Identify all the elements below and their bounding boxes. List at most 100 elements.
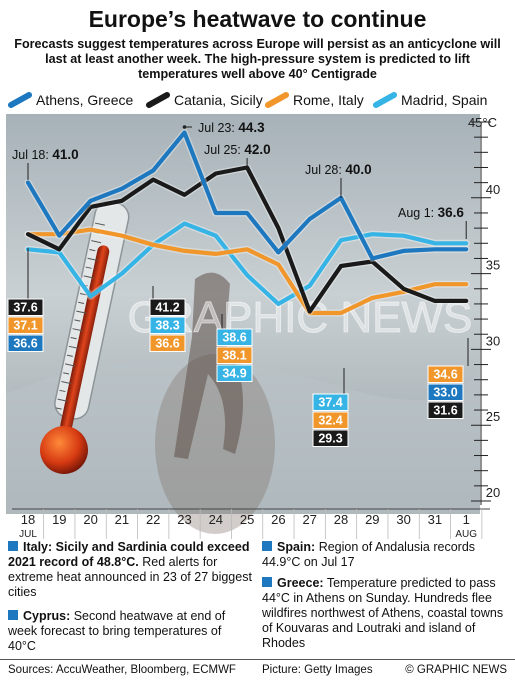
x-tick-label: 31	[428, 512, 442, 527]
thermometer-tick	[55, 407, 62, 410]
thermometer-tick	[57, 398, 68, 402]
thermometer-tick	[66, 354, 73, 357]
series-line	[25, 221, 469, 306]
series-line	[25, 227, 469, 316]
value-box-label: 31.6	[433, 404, 457, 418]
x-tick-label: 28	[334, 512, 348, 527]
footer-copyright: © GRAPHIC NEWS	[405, 664, 507, 676]
y-tick-label: 20	[486, 485, 500, 500]
note-italy-head: Italy: Sicily and Sardinia could exceed …	[8, 540, 250, 569]
note-cyprus: Cyprus: Second heatwave at end of week f…	[8, 609, 248, 654]
legend-item-rome: Rome, Italy	[265, 92, 364, 108]
thermometer-tick	[89, 248, 96, 252]
callout-label: Jul 25: 42.0	[204, 142, 271, 157]
value-box-label: 34.6	[433, 368, 457, 382]
y-tick-label: 30	[486, 333, 500, 348]
x-tick-sublabel: AUG	[455, 529, 477, 539]
callout-label: Jul 28: 40.0	[305, 162, 372, 177]
value-box	[216, 346, 253, 364]
callout-label: Jul 18: 41.0	[12, 147, 79, 162]
thermometer-tick	[70, 337, 77, 340]
value-box-label: 36.6	[13, 337, 37, 351]
callout-label: Jul 23: 44.3	[198, 120, 265, 135]
x-tick-label: 25	[240, 512, 254, 527]
note-greece: Greece: Temperature predicted to pass 44…	[262, 576, 510, 651]
x-tick-label: 22	[146, 512, 160, 527]
value-box-label: 38.1	[222, 349, 246, 363]
legend-item-catania: Catania, Sicily	[146, 92, 263, 108]
callout-label: Aug 1: 36.6	[398, 205, 464, 220]
thermometer-tick	[72, 328, 83, 332]
bullet-square-icon	[8, 541, 18, 551]
x-tick-label: 18	[21, 512, 35, 527]
chart-title: Europe’s heatwave to continue	[88, 6, 427, 32]
note-greece-body: Temperature predicted to pass 44°C in At…	[262, 576, 504, 650]
legend-item-athens: Athens, Greece	[8, 92, 133, 108]
value-box	[149, 298, 186, 316]
value-box-label: 29.3	[318, 432, 342, 446]
footer-sources: Sources: AccuWeather, Bloomberg, ECMWF	[8, 664, 236, 676]
thermometer-tick	[76, 310, 87, 314]
x-tick-label: 1	[463, 512, 470, 527]
thermometer-tick	[64, 363, 75, 367]
legend-label: Athens, Greece	[36, 92, 134, 108]
x-tick-label: 20	[83, 512, 97, 527]
y-axis-label: 45°C	[468, 115, 497, 130]
legend-swatch-icon	[373, 92, 397, 108]
x-tick-label: 21	[115, 512, 129, 527]
note-spain: Spain: Region of Andalusia records 44.9°…	[262, 540, 510, 570]
callout-dot	[182, 125, 187, 129]
value-box	[312, 429, 349, 447]
callout-value: 40.0	[345, 162, 371, 177]
y-tick-label: 35	[486, 258, 500, 273]
thermometer-tick	[68, 345, 79, 349]
value-box	[216, 364, 253, 382]
thermometer-tick	[61, 381, 72, 385]
callout-value: 42.0	[244, 142, 270, 157]
thermometer-tick	[63, 372, 70, 375]
thermometer-tick	[59, 389, 66, 393]
y-tick-label: 25	[486, 409, 500, 424]
legend-swatch-icon	[265, 92, 289, 108]
bullet-square-icon	[262, 577, 272, 587]
legend-swatch-icon	[8, 92, 32, 108]
x-tick-sublabel: JUL	[19, 529, 37, 539]
note-italy: Italy: Sicily and Sardinia could exceed …	[8, 540, 263, 600]
legend-label: Catania, Sicily	[174, 92, 263, 108]
x-tick-label: 24	[209, 512, 223, 527]
thermometer-tick	[78, 301, 85, 305]
x-tick-label: 30	[396, 512, 410, 527]
thermometer-tick	[74, 319, 81, 322]
footer-picture: Picture: Getty Images	[262, 664, 373, 676]
value-box	[7, 334, 44, 352]
y-tick-label: 40	[486, 182, 500, 197]
value-box-label: 37.6	[13, 301, 37, 315]
x-tick-label: 26	[271, 512, 285, 527]
x-tick-label: 19	[52, 512, 66, 527]
value-box-label: 37.1	[13, 319, 37, 333]
value-box-label: 38.6	[222, 331, 246, 345]
value-box	[7, 316, 44, 334]
value-box	[149, 316, 186, 334]
value-box-label: 32.4	[318, 414, 342, 428]
thermometer-tick	[91, 240, 102, 244]
note-cyprus-head: Cyprus:	[23, 609, 71, 623]
series-line	[25, 130, 469, 261]
value-box	[216, 328, 253, 346]
callout-value: 41.0	[52, 147, 78, 162]
legend-swatch-icon	[146, 92, 170, 108]
legend-label: Madrid, Spain	[401, 92, 488, 108]
value-box	[312, 393, 349, 411]
note-spain-head: Spain:	[277, 540, 316, 554]
value-box	[149, 334, 186, 352]
callout-value: 44.3	[238, 120, 265, 135]
footer: Sources: AccuWeather, Bloomberg, ECMWF P…	[0, 659, 515, 682]
value-box-label: 38.3	[155, 319, 179, 333]
thermometer-tick	[83, 275, 94, 279]
legend-label: Rome, Italy	[293, 92, 364, 108]
bullet-square-icon	[262, 541, 272, 551]
chart-subtitle: Forecasts suggest temperatures across Eu…	[14, 37, 501, 81]
note-greece-head: Greece:	[277, 576, 324, 590]
legend-item-madrid: Madrid, Spain	[373, 92, 487, 108]
